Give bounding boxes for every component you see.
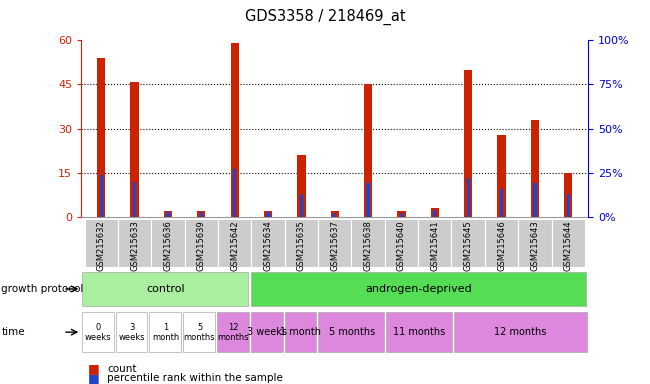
Text: 5
months: 5 months [184,323,215,341]
Bar [185,219,218,267]
Text: percentile rank within the sample: percentile rank within the sample [107,373,283,383]
Text: GSM215636: GSM215636 [163,220,172,271]
Text: GSM215637: GSM215637 [330,220,339,271]
Bar [166,212,170,217]
Text: GSM215634: GSM215634 [263,220,272,271]
Bar [464,70,473,217]
Bar [118,219,151,267]
Text: GDS3358 / 218469_at: GDS3358 / 218469_at [244,9,406,25]
Bar [318,312,384,353]
Text: GSM215635: GSM215635 [297,220,306,271]
Bar [200,212,203,217]
Text: 12 months: 12 months [495,327,547,337]
Bar [150,312,181,353]
Bar [285,312,317,353]
Text: GSM215639: GSM215639 [197,220,206,271]
Text: 5 months: 5 months [328,327,375,337]
Text: 1 month: 1 month [280,327,322,337]
Text: control: control [146,284,185,294]
Bar [218,219,252,267]
Bar [418,219,452,267]
Bar [297,155,306,217]
Text: 3 weeks: 3 weeks [247,327,287,337]
Bar [567,194,570,217]
Text: GSM215644: GSM215644 [564,220,573,271]
Bar [386,312,452,353]
Bar [400,214,403,217]
Bar [367,184,370,217]
Text: ■: ■ [88,362,99,375]
Text: GSM215638: GSM215638 [363,220,372,271]
Bar [252,219,285,267]
Bar [333,214,337,217]
Bar [217,312,249,353]
Bar [454,312,587,353]
Bar [164,211,172,217]
Bar [433,210,437,217]
Bar [518,219,552,267]
Text: ■: ■ [88,372,99,384]
Bar [331,211,339,217]
Text: 12
months: 12 months [218,323,249,341]
Text: 11 months: 11 months [393,327,445,337]
Bar [530,120,539,217]
Text: GSM215641: GSM215641 [430,220,439,271]
Bar [99,175,103,217]
Bar [82,312,114,353]
Text: count: count [107,364,136,374]
Bar [500,189,503,217]
Text: 3
weeks: 3 weeks [119,323,145,341]
Bar [252,272,586,306]
Bar [497,134,506,217]
Bar [131,81,139,217]
Bar [264,211,272,217]
Bar [300,194,303,217]
Bar [364,84,372,217]
Bar [84,219,118,267]
Text: GSM215640: GSM215640 [397,220,406,271]
Bar [233,169,237,217]
Text: growth protocol: growth protocol [1,284,84,294]
Bar [564,173,573,217]
Bar [266,212,270,217]
Text: GSM215632: GSM215632 [97,220,106,271]
Bar [116,312,148,353]
Text: GSM215642: GSM215642 [230,220,239,271]
Bar [231,43,239,217]
Bar [352,219,385,267]
Bar [151,219,185,267]
Bar [285,219,318,267]
Bar [485,219,518,267]
Bar [197,211,205,217]
Text: GSM215645: GSM215645 [463,220,473,271]
Text: time: time [1,327,25,337]
Bar [467,178,470,217]
Text: GSM215646: GSM215646 [497,220,506,271]
Bar [385,219,418,267]
Bar [397,211,406,217]
Bar [183,312,215,353]
Text: 1
month: 1 month [152,323,179,341]
Bar [318,219,352,267]
Text: GSM215633: GSM215633 [130,220,139,271]
Bar [533,184,536,217]
Bar [133,182,136,217]
Bar [452,219,485,267]
Text: androgen-deprived: androgen-deprived [366,284,473,294]
Bar [83,272,248,306]
Text: 0
weeks: 0 weeks [85,323,111,341]
Bar [431,208,439,217]
Text: GSM215643: GSM215643 [530,220,540,271]
Bar [552,219,585,267]
Bar [251,312,283,353]
Bar [97,58,105,217]
